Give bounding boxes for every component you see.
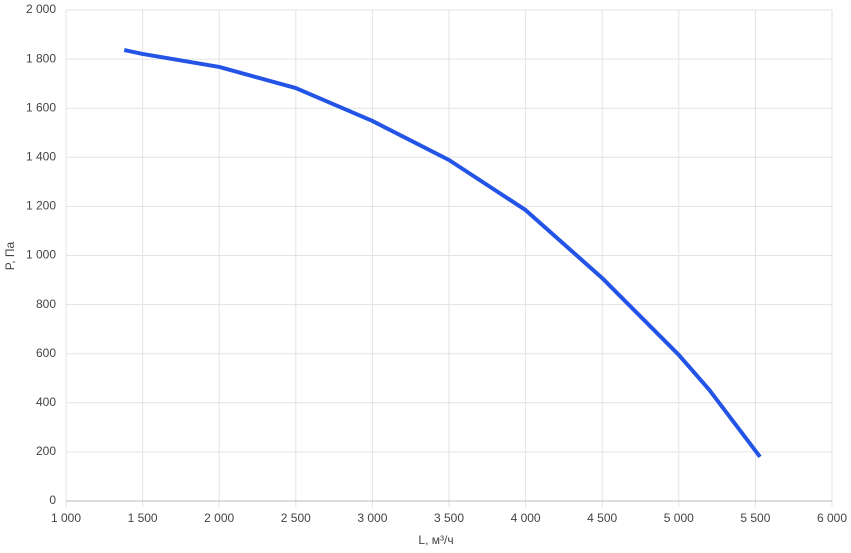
y-tick-label: 600 <box>36 346 56 360</box>
x-tick-label: 6 000 <box>817 511 847 525</box>
y-tick-label: 2 000 <box>26 2 56 16</box>
y-tick-label: 1 400 <box>26 149 56 163</box>
y-tick-label: 400 <box>36 395 56 409</box>
x-tick-label: 3 000 <box>357 511 387 525</box>
y-axis-title: P, Па <box>3 241 17 270</box>
y-tick-label: 1 600 <box>26 100 56 114</box>
x-tick-label: 3 500 <box>434 511 464 525</box>
line-series <box>123 48 762 459</box>
y-tick-label: 200 <box>36 444 56 458</box>
x-tick-label: 2 500 <box>281 511 311 525</box>
x-tick-label: 5 000 <box>664 511 694 525</box>
y-tick-label: 0 <box>49 493 56 507</box>
x-tick-label: 4 000 <box>511 511 541 525</box>
y-tick-label: 800 <box>36 297 56 311</box>
x-tick-label: 1 500 <box>128 511 158 525</box>
x-axis-title: L, м³/ч <box>418 533 453 547</box>
y-tick-label: 1 800 <box>26 51 56 65</box>
y-tick-label: 1 000 <box>26 248 56 262</box>
x-tick-label: 2 000 <box>204 511 234 525</box>
y-tick-label: 1 200 <box>26 199 56 213</box>
x-tick-label: 1 000 <box>51 511 81 525</box>
x-tick-label: 4 500 <box>587 511 617 525</box>
x-tick-label: 5 500 <box>740 511 770 525</box>
